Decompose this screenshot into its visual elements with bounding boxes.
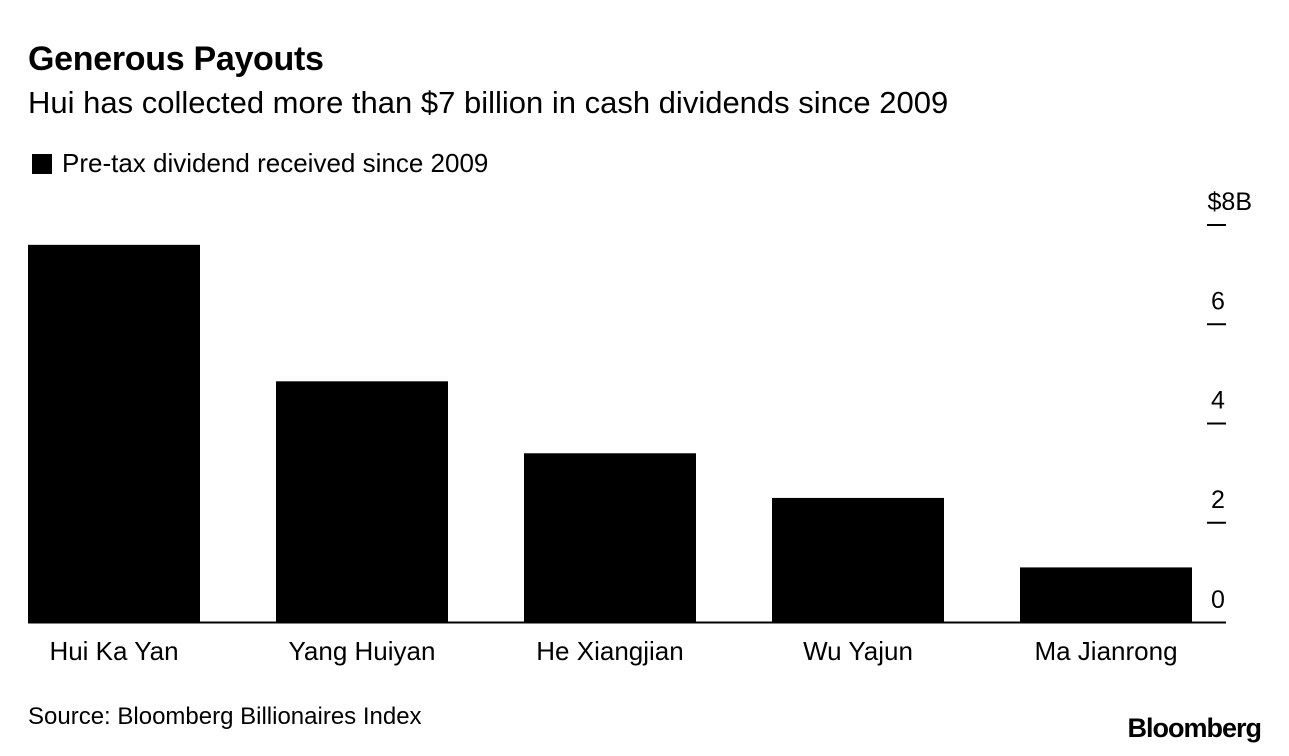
legend-swatch — [32, 153, 52, 174]
bar-wu-yajun — [772, 497, 944, 622]
y-tick-label: 4 — [1211, 387, 1225, 415]
chart-title: Generous Payouts — [28, 40, 324, 78]
legend: Pre-tax dividend received since 2009 — [32, 148, 488, 179]
x-tick-label: He Xiangjian — [536, 636, 683, 666]
legend-label: Pre-tax dividend received since 2009 — [62, 148, 489, 178]
y-tick-label: 0 — [1211, 586, 1225, 614]
x-tick-label: Wu Yajun — [803, 636, 913, 666]
y-tick-label: $8B — [1208, 188, 1252, 216]
y-tick-label: 2 — [1211, 486, 1225, 514]
bar-hui-ka-yan — [28, 244, 200, 622]
x-tick-label: Yang Huiyan — [289, 636, 436, 666]
bar-ma-jianrong — [1020, 567, 1192, 622]
source-note: Source: Bloomberg Billionaires Index — [28, 703, 422, 730]
bloomberg-logo: Bloomberg — [1127, 713, 1262, 743]
x-tick-label: Hui Ka Yan — [49, 636, 178, 666]
bar-yang-huiyan — [276, 381, 448, 622]
chart-subtitle: Hui has collected more than $7 billion i… — [28, 85, 949, 120]
x-tick-label: Ma Jianrong — [1034, 636, 1177, 666]
bar-he-xiangjian — [524, 453, 696, 622]
y-tick-label: 6 — [1211, 287, 1225, 315]
